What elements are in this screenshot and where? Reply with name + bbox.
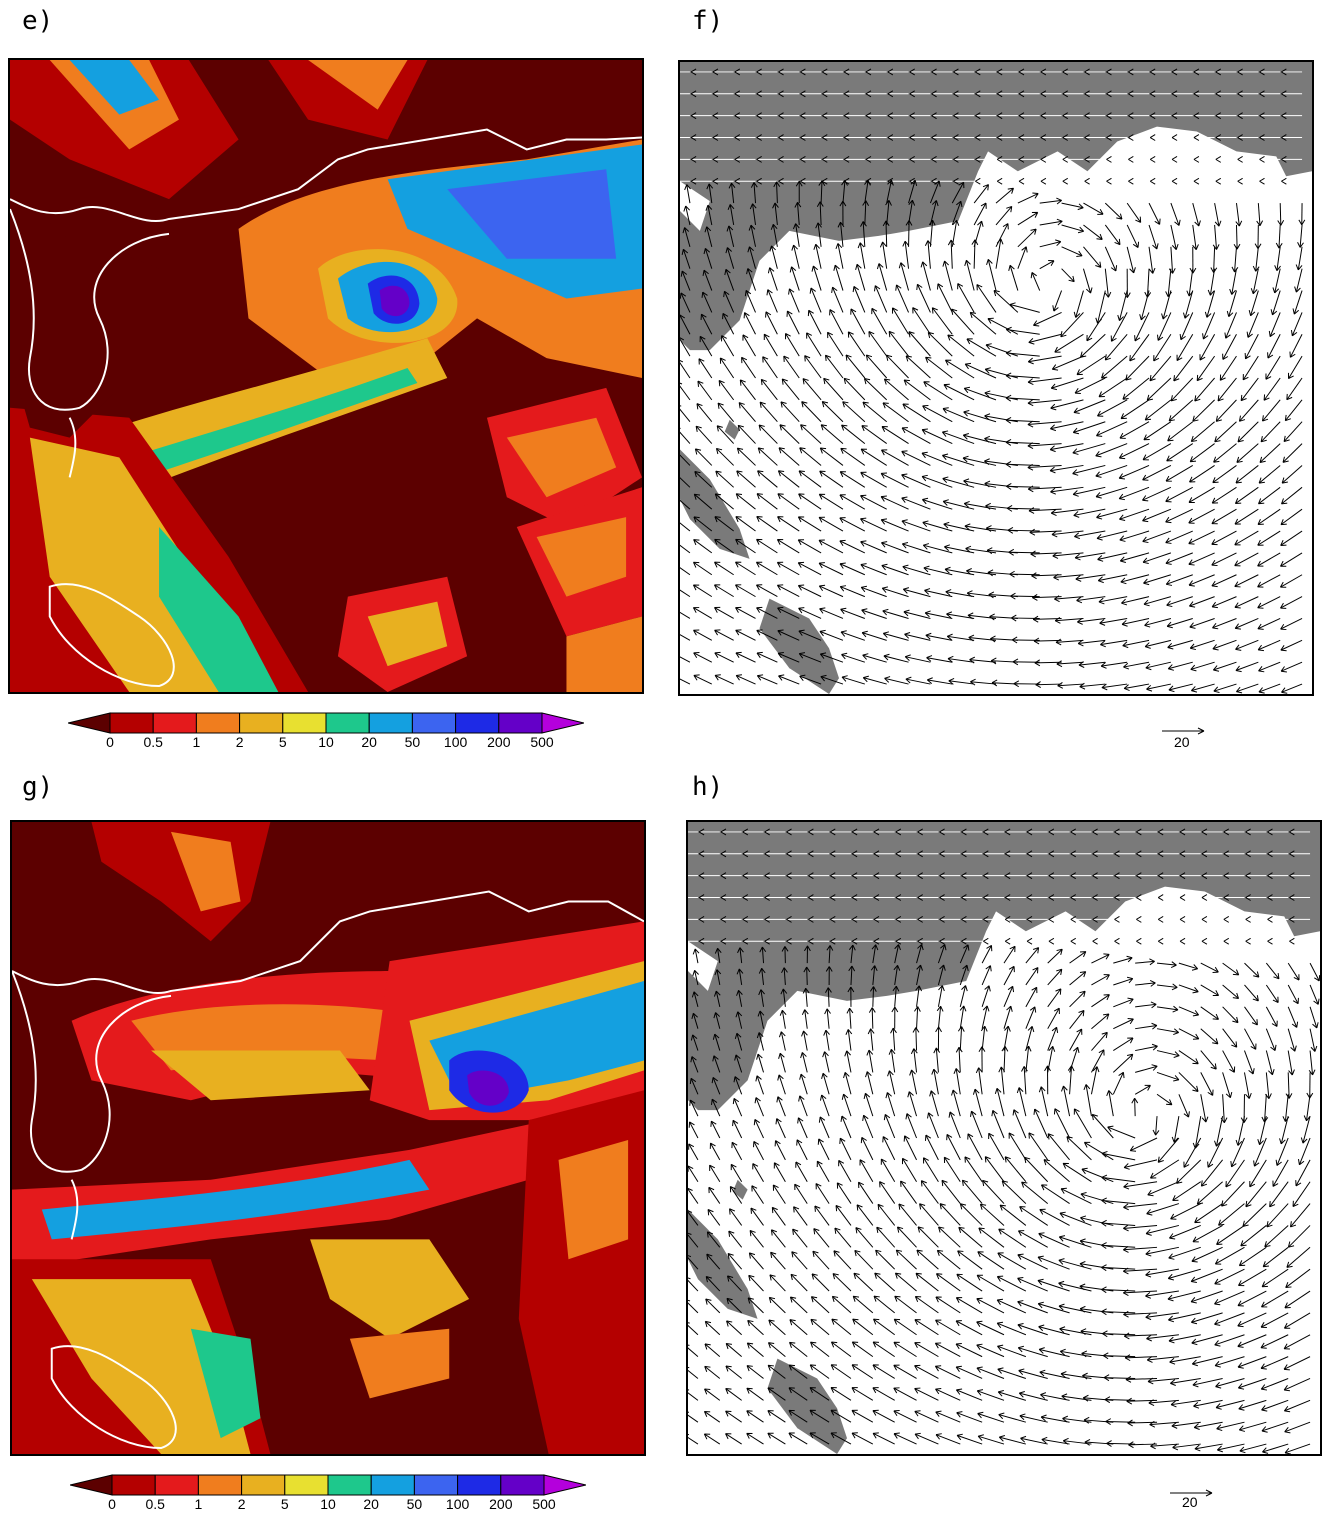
wind-h-arrow — [1135, 1098, 1136, 1116]
wind-f-arrow — [1280, 203, 1281, 225]
colorbar-e-tick-label: 0 — [106, 734, 114, 750]
wind-h-arrow — [872, 1008, 873, 1029]
colorbar-g-tick-label: 20 — [363, 1496, 379, 1512]
reference-vector-f-label: 20 — [1174, 734, 1190, 750]
panel-label-e: e) — [22, 6, 53, 36]
colorbar-g-swatch — [198, 1475, 241, 1495]
colorbar-e-tick-label: 1 — [192, 734, 200, 750]
colorbar-e-swatch — [326, 713, 369, 733]
colorbar-e-swatch — [456, 713, 499, 733]
wind-map-f — [678, 60, 1314, 696]
colorbar-g-tick-label: 50 — [407, 1496, 423, 1512]
precip-map-e — [8, 58, 644, 694]
colorbar-e-swatch — [283, 713, 326, 733]
wind-f-arrow — [1236, 225, 1237, 249]
colorbar-g-swatch — [458, 1475, 501, 1495]
colorbar-g-tick-label: 100 — [446, 1496, 469, 1512]
colorbar-e-over-triangle — [542, 713, 584, 733]
colorbar-g-swatch — [371, 1475, 414, 1495]
colorbar-g-swatch — [112, 1475, 155, 1495]
colorbar-g-tick-label: 5 — [281, 1496, 289, 1512]
colorbar-g-under-triangle — [70, 1475, 112, 1495]
colorbar-g-tick-label: 0 — [108, 1496, 116, 1512]
colorbar-e-tick-label: 200 — [487, 734, 510, 750]
colorbar-e-tick-label: 10 — [318, 734, 334, 750]
wind-f-arrow — [1010, 574, 1040, 575]
colorbar-g-tick-label: 200 — [489, 1496, 512, 1512]
precip-map-g — [10, 820, 646, 1456]
colorbar-e-under-triangle — [68, 713, 110, 733]
colorbar-e-tick-label: 2 — [236, 734, 244, 750]
colorbar-g: 0 0.5 1 2 5 10 20 50 100 200 500 — [70, 1474, 586, 1518]
colorbar-e-swatch — [196, 713, 239, 733]
colorbar-g-tick-label: 10 — [320, 1496, 336, 1512]
panel-label-g: g) — [22, 772, 53, 802]
colorbar-g-over-triangle — [544, 1475, 586, 1495]
colorbar-g-tick-label: 1 — [194, 1496, 202, 1512]
colorbar-g-swatch — [414, 1475, 457, 1495]
colorbar-e-ticks: 0 0.5 1 2 5 10 20 50 100 200 500 — [68, 734, 584, 754]
colorbar-g-swatch — [328, 1475, 371, 1495]
colorbar-e-swatch — [412, 713, 455, 733]
wind-map-h — [686, 820, 1322, 1456]
colorbar-e: 0 0.5 1 2 5 10 20 50 100 200 500 — [68, 712, 584, 756]
colorbar-e-tick-label: 50 — [405, 734, 421, 750]
colorbar-g-swatch — [501, 1475, 544, 1495]
colorbar-e-tick-label: 100 — [444, 734, 467, 750]
colorbar-g-tick-label: 500 — [532, 1496, 555, 1512]
colorbar-e-swatch — [369, 713, 412, 733]
colorbar-g-swatch — [155, 1475, 198, 1495]
panel-label-f: f) — [692, 6, 723, 36]
colorbar-e-tick-label: 20 — [361, 734, 377, 750]
wind-f-arrow — [1036, 684, 1062, 685]
colorbar-e-swatch — [110, 713, 153, 733]
colorbar-g-swatch — [242, 1475, 285, 1495]
colorbar-g-ticks: 0 0.5 1 2 5 10 20 50 100 200 500 — [70, 1496, 586, 1516]
colorbar-e-tick-label: 0.5 — [143, 734, 162, 750]
wind-h-arrow — [873, 987, 874, 1007]
wind-h-arrow — [807, 967, 808, 985]
colorbar-e-tick-label: 5 — [279, 734, 287, 750]
colorbar-g-swatch — [285, 1475, 328, 1495]
wind-f-arrow — [1009, 552, 1040, 553]
reference-vector-h: 20 — [1168, 1486, 1228, 1513]
panel-label-h: h) — [692, 772, 723, 802]
colorbar-e-swatch — [153, 713, 196, 733]
colorbar-g-tick-label: 0.5 — [145, 1496, 164, 1512]
colorbar-e-swatch — [499, 713, 542, 733]
wind-f-arrow — [909, 220, 910, 246]
colorbar-g-tick-label: 2 — [238, 1496, 246, 1512]
colorbar-e-swatch — [240, 713, 283, 733]
reference-vector-h-label: 20 — [1182, 1494, 1198, 1510]
wind-f-arrow — [886, 221, 887, 247]
colorbar-e-tick-label: 500 — [530, 734, 553, 750]
reference-vector-f: 20 — [1160, 724, 1220, 754]
